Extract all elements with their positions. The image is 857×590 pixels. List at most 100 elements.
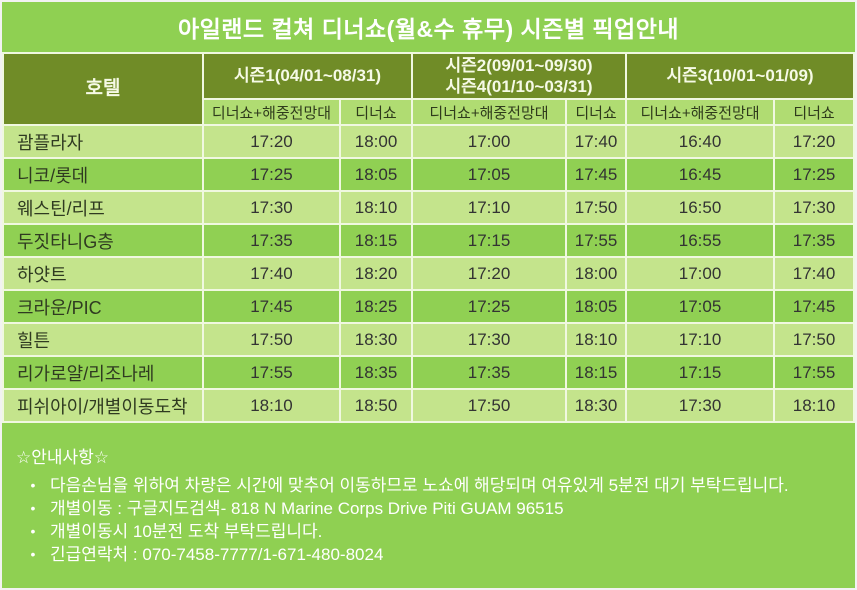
hotel-name: 웨스틴/리프: [2, 190, 204, 225]
s1-dinner-header: 디너쇼: [338, 98, 414, 126]
hotel-name: 하얏트: [2, 256, 204, 291]
pickup-schedule-table: 호텔 시즌1(04/01~08/31) 시즌2(09/01~09/30) 시즌4…: [2, 52, 855, 423]
pickup-time: 17:55: [565, 223, 628, 258]
page-title: 아일랜드 컬쳐 디너쇼(월&수 휴무) 시즌별 픽업안내: [177, 16, 680, 42]
pickup-time: 17:15: [625, 355, 776, 390]
note-text: 개별이동 : 구글지도검색- 818 N Marine Corps Drive …: [50, 499, 564, 518]
pickup-time: 17:50: [202, 322, 341, 357]
pickup-time: 17:40: [565, 124, 628, 159]
pickup-time: 17:20: [773, 124, 855, 159]
note-item: • 다음손님을 위하여 차량은 시간에 맞추어 이동하므로 노쇼에 해당되며 여유…: [16, 474, 841, 497]
notes-heading: ☆안내사항☆: [16, 448, 110, 467]
note-text: 긴급연락처 : 070-7458-7777/1-671-480-8024: [50, 545, 384, 564]
s3-dinner-header: 디너쇼: [773, 98, 855, 126]
pickup-time: 17:55: [202, 355, 341, 390]
schedule-body: 괌플라자 17:20 18:00 17:00 17:40 16:40 17:20 니코/롯데 1…: [2, 124, 855, 423]
pickup-time: 17:00: [625, 256, 776, 291]
pickup-time: 17:45: [773, 289, 855, 324]
pickup-time: 18:10: [202, 388, 341, 423]
pickup-time: 18:25: [338, 289, 414, 324]
s3-dinner-tower-header: 디너쇼+해중전망대: [625, 98, 776, 126]
subheader-row: 디너쇼+해중전망대 디너쇼 디너쇼+해중전망대 디너쇼 디너쇼+해중전망대 디너…: [3, 98, 855, 126]
season-header-row: 호텔 시즌1(04/01~08/31) 시즌2(09/01~09/30) 시즌4…: [2, 52, 855, 126]
pickup-time: 17:25: [773, 157, 855, 192]
season1-header: 시즌1(04/01~08/31): [201, 52, 414, 100]
pickup-time: 18:50: [338, 388, 414, 423]
pickup-time: 16:55: [625, 223, 776, 258]
hotel-name: 괌플라자: [2, 124, 204, 159]
pickup-time: 17:05: [411, 157, 568, 192]
hotel-name: 피쉬아이/개별이동도착: [2, 388, 204, 423]
table-row: 두짓타니G층 17:35 18:15 17:15 17:55 16:55 17:35: [2, 223, 855, 258]
pickup-time: 18:30: [338, 322, 414, 357]
s2-dinner-tower-header: 디너쇼+해중전망대: [411, 98, 568, 126]
note-text: 다음손님을 위하여 차량은 시간에 맞추어 이동하므로 노쇼에 해당되며 여유있…: [50, 476, 789, 495]
pickup-time: 17:20: [202, 124, 341, 159]
hotel-name: 두짓타니G층: [2, 223, 204, 258]
pickup-time: 17:35: [202, 223, 341, 258]
pickup-time: 18:10: [565, 322, 628, 357]
pickup-time: 18:20: [338, 256, 414, 291]
pickup-time: 17:10: [625, 322, 776, 357]
table-row: 하얏트 17:40 18:20 17:20 18:00 17:00 17:40: [2, 256, 855, 291]
hotel-name: 힐튼: [2, 322, 204, 357]
pickup-time: 17:30: [411, 322, 568, 357]
pickup-time: 18:10: [773, 388, 855, 423]
pickup-time: 17:35: [411, 355, 568, 390]
pickup-time: 17:50: [565, 190, 628, 225]
notes-list: • 다음손님을 위하여 차량은 시간에 맞추어 이동하므로 노쇼에 해당되며 여유…: [16, 474, 841, 566]
note-item: • 개별이동 : 구글지도검색- 818 N Marine Corps Drive…: [16, 497, 841, 520]
pickup-time: 16:40: [625, 124, 776, 159]
table-row: 피쉬아이/개별이동도착 18:10 18:50 17:50 18:30 17:30 18:1…: [2, 388, 855, 423]
pickup-time: 17:25: [202, 157, 341, 192]
table-row: 리가로얄/리조나레 17:55 18:35 17:35 18:15 17:15 17:55: [2, 355, 855, 390]
pickup-time: 18:15: [338, 223, 414, 258]
s2-dinner-header: 디너쇼: [565, 98, 628, 126]
pickup-time: 16:50: [625, 190, 776, 225]
pickup-time: 18:35: [338, 355, 414, 390]
pickup-time: 17:40: [202, 256, 341, 291]
pickup-time: 17:45: [202, 289, 341, 324]
table-row: 괌플라자 17:20 18:00 17:00 17:40 16:40 17:20: [2, 124, 855, 159]
season3-header: 시즌3(10/01~01/09): [625, 52, 855, 100]
pickup-time: 18:00: [338, 124, 414, 159]
pickup-time: 17:45: [565, 157, 628, 192]
season1-label: 시즌1(04/01~08/31): [233, 66, 382, 86]
pickup-time: 18:00: [565, 256, 628, 291]
pickup-time: 17:50: [411, 388, 568, 423]
pickup-time: 17:30: [625, 388, 776, 423]
s1-dinner-tower-header: 디너쇼+해중전망대: [202, 98, 341, 126]
pickup-time: 18:10: [338, 190, 414, 225]
hotel-column-header: 호텔: [2, 52, 204, 126]
table-row: 웨스틴/리프 17:30 18:10 17:10 17:50 16:50 17:30: [2, 190, 855, 225]
pickup-time: 18:05: [338, 157, 414, 192]
hotel-name: 리가로얄/리조나레: [2, 355, 204, 390]
note-item: • 개별이동시 10분전 도착 부탁드립니다.: [16, 520, 841, 543]
pickup-time: 17:15: [411, 223, 568, 258]
bullet-icon: •: [30, 477, 36, 493]
pickup-time: 17:30: [202, 190, 341, 225]
pickup-time: 18:15: [565, 355, 628, 390]
pickup-time: 17:05: [625, 289, 776, 324]
note-text: 개별이동시 10분전 도착 부탁드립니다.: [50, 522, 323, 541]
pickup-time: 16:45: [625, 157, 776, 192]
pickup-time: 17:00: [411, 124, 568, 159]
hotel-name: 니코/롯데: [2, 157, 204, 192]
pickup-time: 17:30: [773, 190, 855, 225]
table-row: 힐튼 17:50 18:30 17:30 18:10 17:10 17:50: [2, 322, 855, 357]
notes-section: ☆안내사항☆ • 다음손님을 위하여 차량은 시간에 맞추어 이동하므로 노쇼에 …: [2, 423, 855, 566]
season3-label: 시즌3(10/01~01/09): [666, 66, 814, 86]
hotel-name: 크라운/PIC: [2, 289, 204, 324]
pickup-time: 18:30: [565, 388, 628, 423]
season2-label: 시즌2(09/01~09/30): [445, 55, 593, 75]
pickup-time: 17:10: [411, 190, 568, 225]
pickup-time: 17:25: [411, 289, 568, 324]
note-item: • 긴급연락처 : 070-7458-7777/1-671-480-8024: [16, 543, 841, 566]
bullet-icon: •: [30, 500, 36, 516]
pickup-time: 17:35: [773, 223, 855, 258]
season2-4-header: 시즌2(09/01~09/30) 시즌4(01/10~03/31): [411, 52, 628, 100]
pickup-time: 18:05: [565, 289, 628, 324]
bullet-icon: •: [30, 546, 36, 562]
bullet-icon: •: [30, 523, 36, 539]
